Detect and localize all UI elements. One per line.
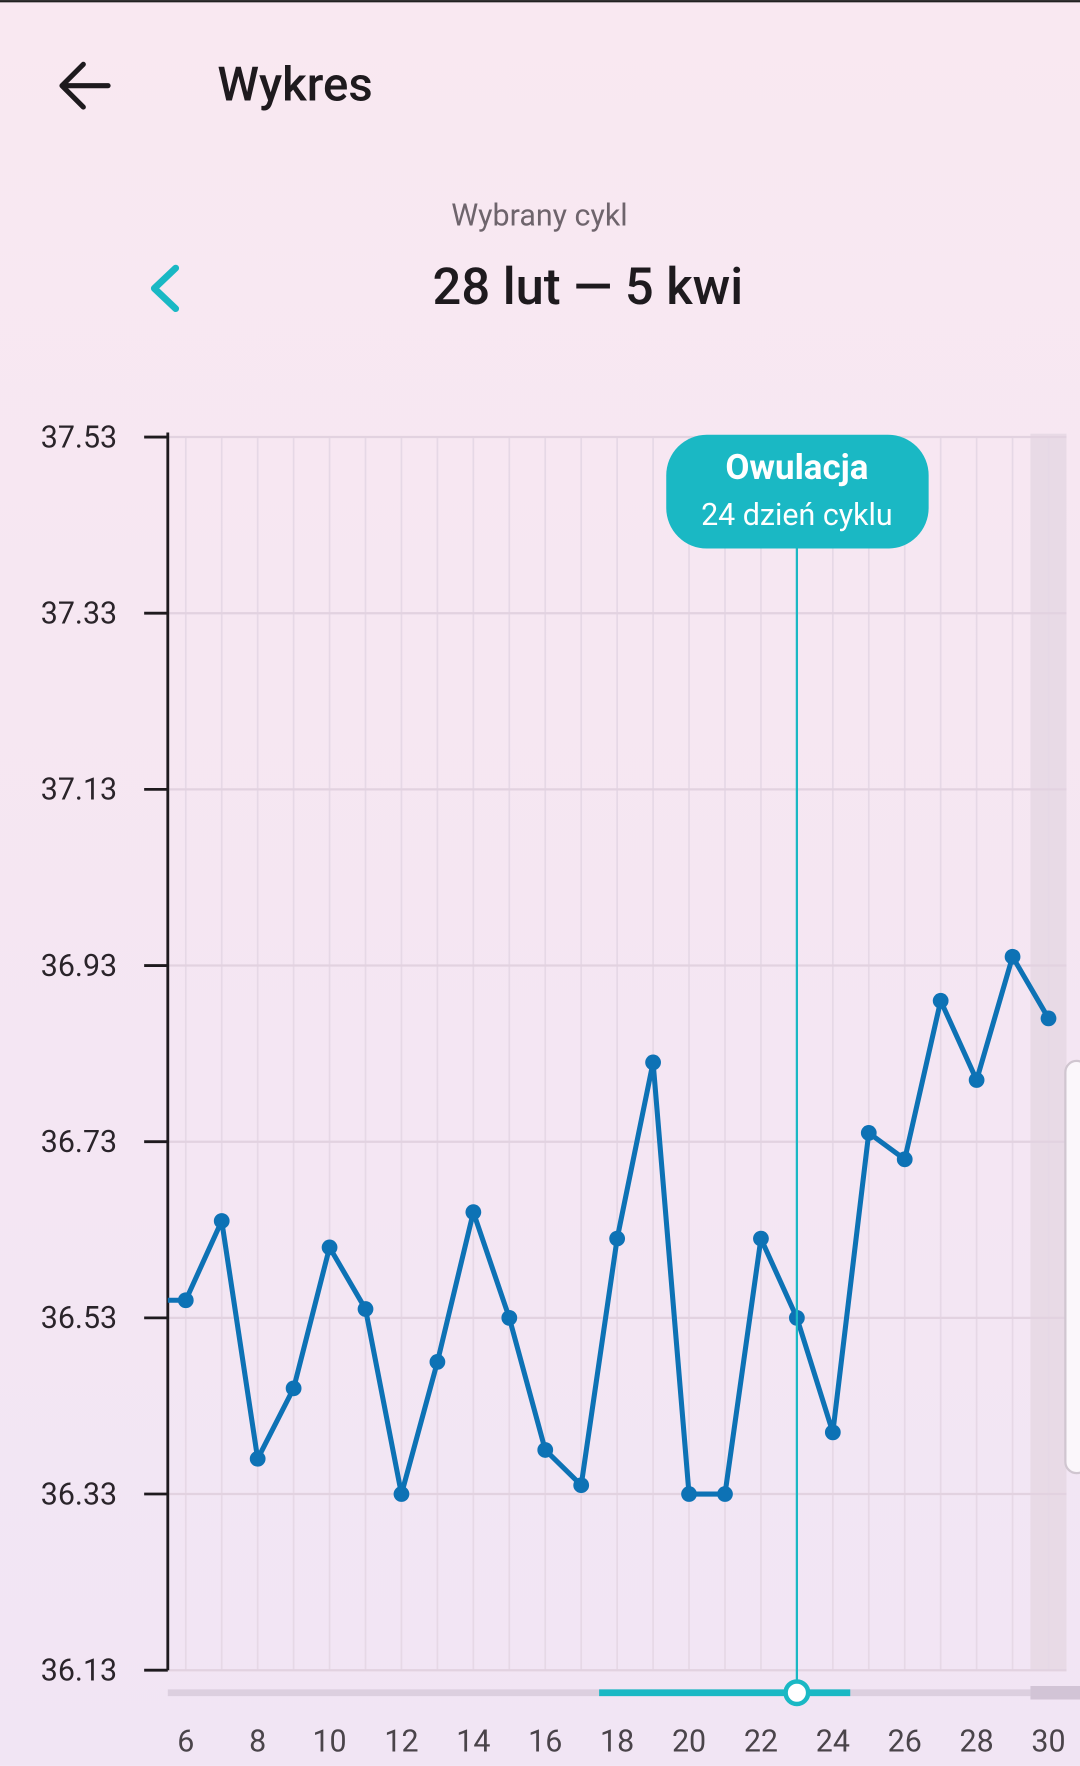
side-handle <box>1064 1059 1080 1475</box>
temperature-point <box>213 1213 230 1229</box>
page-title: Wykres <box>217 56 372 112</box>
y-tick-label: 36.73 <box>41 1125 117 1160</box>
temperature-point <box>1040 1010 1057 1027</box>
x-tick-label: 26 <box>888 1724 922 1759</box>
temperature-point <box>681 1486 697 1502</box>
temperature-point <box>249 1450 266 1467</box>
ovulation-bubble <box>666 434 929 549</box>
x-tick-label: 24 <box>816 1724 850 1759</box>
y-tick-label: 37.33 <box>41 596 117 631</box>
y-tick-label: 37.53 <box>41 420 117 455</box>
x-tick-label: 20 <box>672 1724 706 1759</box>
temperature-point <box>753 1230 769 1247</box>
x-tick-label: 8 <box>249 1724 266 1759</box>
temperature-point <box>896 1151 913 1168</box>
y-tick-label: 36.53 <box>41 1301 117 1336</box>
temperature-point <box>321 1239 338 1256</box>
temperature-point <box>932 992 949 1009</box>
temperature-point <box>609 1230 626 1247</box>
ovulation-marker <box>783 1679 811 1707</box>
temperature-point <box>968 1072 985 1088</box>
temperature-point <box>537 1442 554 1458</box>
temperature-point <box>357 1301 374 1317</box>
temperature-point <box>393 1486 410 1502</box>
ovulation-title: Owulacja <box>725 447 868 488</box>
cycle-range: 28 lut — 5 kwi <box>433 258 744 317</box>
status-edge <box>0 0 1080 3</box>
temperature-point <box>1004 948 1021 965</box>
cycle-label: Wybrany cykl <box>451 198 627 233</box>
x-tick-label: 12 <box>384 1724 418 1759</box>
x-tick-label: 6 <box>177 1724 194 1759</box>
chart: 36.13 36.33 36.53 36.73 36.93 37.13 37.33 37.53… <box>41 420 1080 1759</box>
x-tick-label: 30 <box>1031 1724 1065 1759</box>
back-button[interactable] <box>59 61 111 110</box>
ovulation-subtitle: 24 dzień cyklu <box>701 498 893 533</box>
temperature-point <box>501 1309 518 1326</box>
plot-area <box>167 948 1057 1502</box>
x-tick-label: 10 <box>312 1724 346 1759</box>
temperature-point <box>824 1424 841 1441</box>
temperature-point <box>573 1477 590 1494</box>
y-tick-label: 36.93 <box>41 949 117 984</box>
y-tick-label: 36.13 <box>41 1653 117 1688</box>
x-tick-label: 28 <box>960 1724 994 1759</box>
temperature-point <box>465 1204 482 1221</box>
x-tick-label: 14 <box>456 1724 490 1759</box>
x-tick-label: 18 <box>600 1724 634 1759</box>
x-tick-label: 22 <box>744 1724 778 1759</box>
temperature-point <box>717 1486 733 1502</box>
y-tick-label: 36.33 <box>41 1477 117 1512</box>
temperature-point <box>177 1292 194 1309</box>
x-tick-label: 16 <box>528 1724 562 1759</box>
temperature-point <box>645 1054 661 1071</box>
y-tick-label: 37.13 <box>41 773 117 808</box>
previous-cycle[interactable] <box>150 264 180 313</box>
temperature-point <box>285 1380 302 1397</box>
temperature-point <box>860 1125 877 1141</box>
temperature-point <box>429 1354 446 1370</box>
